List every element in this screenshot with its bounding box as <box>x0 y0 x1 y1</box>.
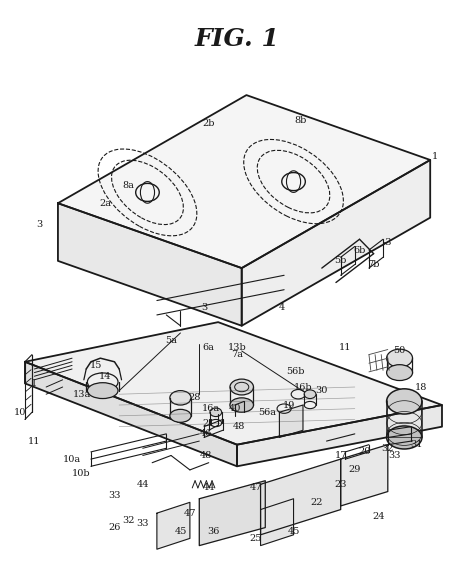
Text: 48: 48 <box>200 451 212 460</box>
Text: 10: 10 <box>14 408 27 417</box>
Ellipse shape <box>170 390 191 405</box>
Text: 50: 50 <box>393 346 406 355</box>
Text: 6b: 6b <box>353 246 366 255</box>
Polygon shape <box>58 95 430 268</box>
Text: 7a: 7a <box>231 350 243 359</box>
Polygon shape <box>242 160 430 326</box>
Text: 16b: 16b <box>294 383 312 392</box>
Text: 33: 33 <box>108 490 121 499</box>
Text: 2b: 2b <box>202 119 215 128</box>
Text: 11: 11 <box>339 343 352 352</box>
Ellipse shape <box>387 389 422 414</box>
Text: 10a: 10a <box>63 455 81 464</box>
Ellipse shape <box>304 390 316 398</box>
Text: FIG. 1: FIG. 1 <box>194 27 280 51</box>
Ellipse shape <box>87 383 118 398</box>
Text: 40: 40 <box>228 404 241 413</box>
Polygon shape <box>157 502 190 549</box>
Text: 36: 36 <box>207 527 219 536</box>
Text: 8b: 8b <box>294 116 307 125</box>
Text: 1: 1 <box>31 379 37 388</box>
Text: 30: 30 <box>316 386 328 395</box>
Text: 48: 48 <box>233 422 246 431</box>
Ellipse shape <box>230 379 254 395</box>
Text: 7b: 7b <box>367 260 380 269</box>
Polygon shape <box>25 322 442 445</box>
Text: 10b: 10b <box>72 469 91 478</box>
Text: 31: 31 <box>410 440 422 449</box>
Text: 28: 28 <box>188 393 201 402</box>
Text: 45: 45 <box>174 527 187 536</box>
Polygon shape <box>199 481 265 546</box>
Text: 8a: 8a <box>123 181 135 190</box>
Text: 56b: 56b <box>287 367 305 376</box>
Text: -3: -3 <box>383 238 392 247</box>
Ellipse shape <box>210 408 222 416</box>
Text: 25: 25 <box>250 534 262 543</box>
Ellipse shape <box>387 426 422 449</box>
Text: 1: 1 <box>432 152 438 161</box>
Text: 32: 32 <box>382 444 394 453</box>
Text: 17: 17 <box>335 451 347 460</box>
Text: 22: 22 <box>311 498 323 507</box>
Polygon shape <box>261 459 341 535</box>
Text: 45: 45 <box>287 527 300 536</box>
Polygon shape <box>58 203 242 326</box>
Text: 11: 11 <box>28 437 41 446</box>
Ellipse shape <box>170 410 191 422</box>
Text: 47: 47 <box>250 484 262 493</box>
Text: 23: 23 <box>335 480 347 489</box>
Text: 20: 20 <box>358 447 370 457</box>
Text: 29: 29 <box>348 466 361 475</box>
Text: 46: 46 <box>200 429 212 438</box>
Text: 2a: 2a <box>99 199 111 208</box>
Text: 47: 47 <box>183 508 196 518</box>
Polygon shape <box>261 499 293 546</box>
Polygon shape <box>237 405 442 466</box>
Text: 21: 21 <box>202 419 215 428</box>
Ellipse shape <box>387 364 412 381</box>
Text: 44: 44 <box>202 484 215 493</box>
Text: 18: 18 <box>415 383 427 392</box>
Text: 56a: 56a <box>259 408 277 417</box>
Text: 32: 32 <box>122 516 135 525</box>
Polygon shape <box>25 362 237 466</box>
Text: 4: 4 <box>279 303 285 312</box>
Text: 26: 26 <box>108 523 121 532</box>
Text: 3: 3 <box>36 220 42 229</box>
Text: 13a: 13a <box>73 390 91 399</box>
Text: 44: 44 <box>137 480 149 489</box>
Polygon shape <box>341 445 388 506</box>
Text: 15: 15 <box>90 361 102 370</box>
Ellipse shape <box>387 349 412 367</box>
Text: 13b: 13b <box>228 343 246 352</box>
Text: 3: 3 <box>201 303 207 312</box>
Text: 6a: 6a <box>203 343 215 352</box>
Text: 5b: 5b <box>335 257 347 266</box>
Text: 5a: 5a <box>165 336 177 345</box>
Text: 19: 19 <box>283 401 295 410</box>
Text: 16a: 16a <box>202 404 220 413</box>
Text: 33: 33 <box>137 519 149 528</box>
Text: 14: 14 <box>99 372 111 381</box>
Text: 33: 33 <box>389 451 401 460</box>
Polygon shape <box>279 405 303 437</box>
Text: 24: 24 <box>372 512 384 521</box>
Ellipse shape <box>230 398 254 412</box>
